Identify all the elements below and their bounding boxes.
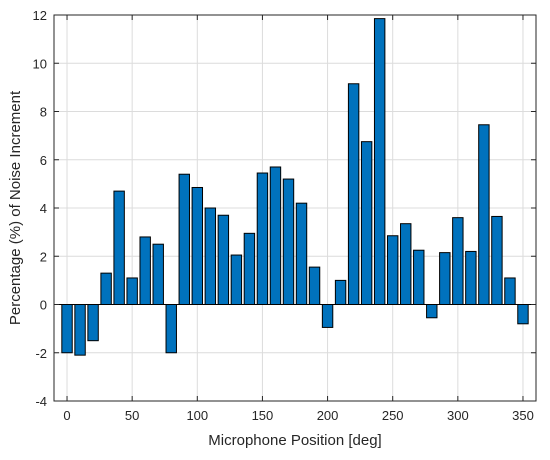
x-axis-label: Microphone Position [deg]: [208, 432, 381, 449]
bar: [282, 178, 295, 305]
bar: [269, 166, 282, 305]
bar: [100, 272, 112, 306]
bar: [504, 277, 516, 305]
x-tick-label: 0: [63, 408, 70, 423]
bar: [347, 83, 360, 306]
x-tick-label: 100: [186, 408, 208, 423]
bar: [491, 215, 503, 305]
x-tick-label: 250: [382, 408, 404, 423]
tick-labels: 0 50 100 150 200 250 300 350 -4 -2 0 2 4 6 8 10 12: [33, 8, 536, 423]
bar: [217, 214, 230, 306]
bar: [360, 141, 373, 305]
bar: [165, 304, 177, 354]
bar: [230, 254, 243, 305]
bar: [465, 250, 477, 305]
x-tick-label: 350: [512, 408, 534, 423]
bar: [204, 207, 217, 305]
y-tick-label: 2: [40, 249, 47, 264]
bar: [321, 304, 334, 328]
bar: [400, 223, 412, 305]
x-tick-label: 50: [125, 408, 139, 423]
bar: [295, 202, 308, 305]
bar: [308, 266, 321, 305]
x-tick-label: 300: [447, 408, 469, 423]
bar: [126, 277, 138, 305]
bar: [426, 304, 438, 319]
y-tick-label: 10: [33, 56, 47, 71]
y-tick-label: 6: [40, 153, 47, 168]
bar: [61, 304, 73, 354]
bar: [113, 190, 125, 305]
bar: [517, 304, 529, 325]
bar: [256, 172, 269, 305]
bar: [373, 18, 386, 306]
bar: [439, 252, 451, 306]
y-tick-label: -2: [35, 346, 47, 361]
y-tick-label: -4: [35, 394, 47, 409]
bar: [452, 217, 464, 305]
y-tick-label: 8: [40, 105, 47, 120]
bar: [191, 186, 204, 306]
bar: [386, 235, 399, 306]
bar: [139, 236, 151, 305]
bar: [334, 279, 347, 306]
bar: [74, 304, 86, 356]
x-tick-label: 150: [252, 408, 274, 423]
bar: [413, 249, 425, 305]
bar: [87, 304, 99, 342]
bar: [243, 232, 256, 305]
y-tick-label: 12: [33, 8, 47, 23]
bar: [478, 124, 490, 305]
x-tick-label: 200: [317, 408, 339, 423]
bar: [178, 173, 190, 305]
bar: [152, 243, 164, 306]
y-axis-label: Percentage (%) of Noise Increment: [7, 90, 24, 325]
y-tick-label: 0: [40, 298, 47, 313]
y-tick-label: 4: [40, 201, 47, 216]
